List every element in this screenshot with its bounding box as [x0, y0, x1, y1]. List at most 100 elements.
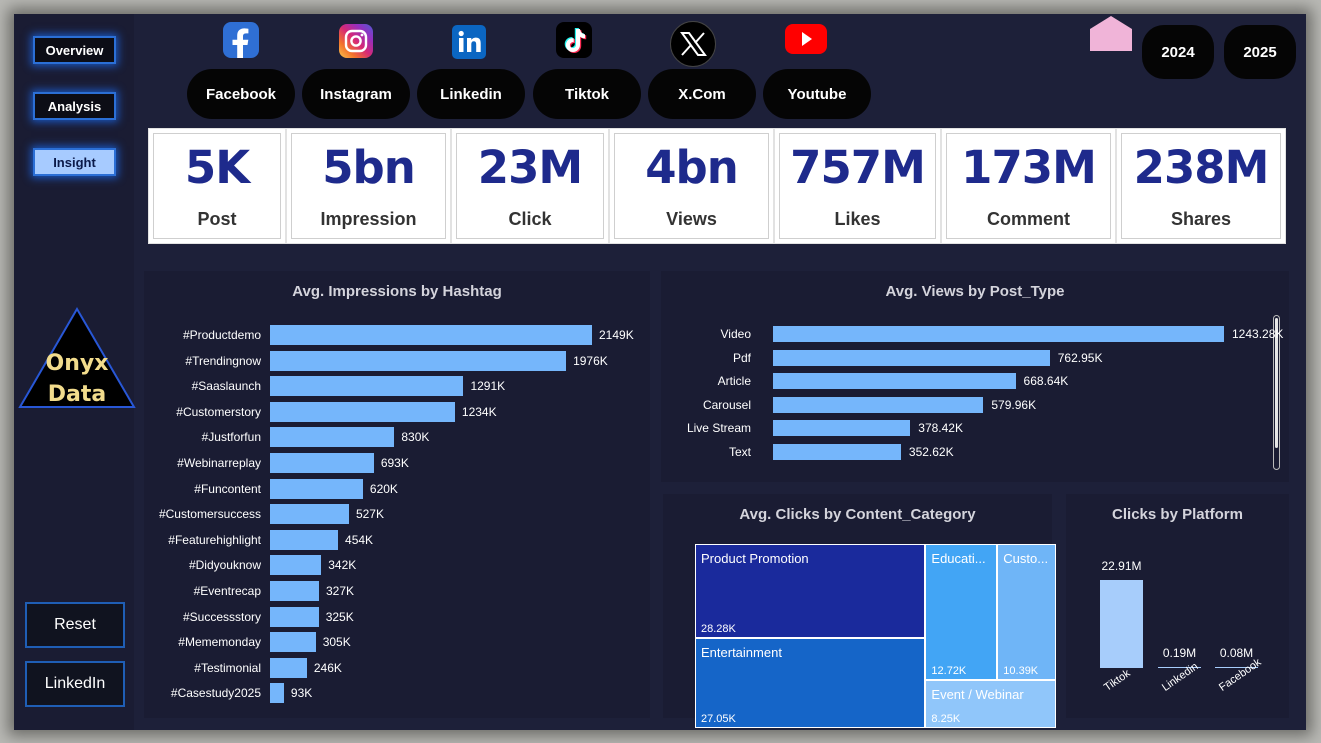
scrollbar[interactable]	[1273, 315, 1280, 470]
kpi-card-post: 5K Post	[148, 128, 286, 244]
hashtag-chart-title: Avg. Impressions by Hashtag	[292, 283, 502, 300]
bar	[1158, 666, 1201, 668]
kpi-value: 173M	[961, 141, 1097, 194]
home-icon[interactable]	[1089, 15, 1133, 51]
treemap-cell-label: Product Promotion	[701, 551, 809, 566]
bar	[773, 443, 901, 460]
treemap-cell-label: Custo...	[1003, 551, 1049, 566]
treemap-cell: Entertainment 27.05K	[695, 638, 926, 728]
bar-value-label: 246K	[313, 660, 342, 675]
bar-category-label: #Customersuccess	[158, 507, 261, 522]
platform-button-instagram[interactable]: Instagram	[302, 69, 410, 119]
treemap-cell-label: Educati...	[931, 551, 986, 566]
bar	[773, 396, 984, 413]
nav-insight-button[interactable]: Insight	[33, 148, 116, 176]
treemap-cell-value: 10.39K	[1003, 664, 1039, 677]
treemap-cell: Event / Webinar 8.25K	[925, 679, 1056, 728]
linkedin-button[interactable]: LinkedIn	[25, 661, 125, 707]
bar-value-label: 579.96K	[991, 397, 1037, 412]
bar-value-label: 327K	[325, 584, 355, 598]
kpi-value: 5bn	[322, 141, 416, 194]
kpi-label: Likes	[834, 209, 881, 229]
bar	[270, 350, 567, 371]
bar-value-label: 830K	[401, 430, 430, 445]
bar-value-label: 0.19M	[1162, 645, 1197, 660]
kpi-label: Impression	[320, 209, 417, 229]
bar	[270, 657, 307, 678]
kpi-value: 238M	[1133, 141, 1270, 194]
bar	[270, 401, 455, 422]
tiktok-icon	[556, 22, 592, 58]
kpi-card-click: 23M Click	[451, 128, 609, 244]
bar-category-label: #Saaslaunch	[191, 379, 261, 394]
year-button-2024[interactable]: 2024	[1142, 25, 1214, 79]
kpi-card-impression: 5bn Impression	[286, 128, 451, 244]
kpi-strip: 5K Post 5bn Impression 23M Click 4bn Vie…	[148, 128, 1286, 262]
kpi-label: Comment	[986, 209, 1070, 229]
bar-value-label: 378.42K	[918, 421, 963, 435]
bar-category-label: Text	[728, 444, 751, 459]
bar	[270, 581, 319, 601]
facebook-icon	[223, 22, 259, 58]
bar-value-label: 93K	[290, 686, 313, 701]
bar	[773, 349, 1050, 366]
kpi-value: 4bn	[645, 141, 739, 194]
bar-value-label: 668.64K	[1023, 374, 1069, 388]
reset-button[interactable]: Reset	[25, 602, 125, 648]
youtube-icon	[785, 24, 827, 54]
bar	[773, 326, 1224, 342]
bar-category-label: #Successstory	[182, 609, 261, 624]
treemap-cell-value: 8.25K	[931, 712, 961, 725]
dashboard-frame: Overview Analysis Insight Onyx Data Rese…	[14, 14, 1306, 730]
bar	[270, 504, 349, 525]
bar-category-label: Carousel	[702, 397, 751, 412]
platform-button-facebook[interactable]: Facebook	[187, 69, 295, 119]
x-icon	[670, 21, 716, 67]
logo-line-2: Data	[47, 382, 107, 407]
treemap-cell: Custo... 10.39K	[997, 544, 1056, 680]
bar-category-label: #Trendingnow	[185, 353, 261, 368]
bar-category-label: Video	[720, 327, 751, 341]
logo-line-1: Onyx	[45, 351, 109, 376]
platform-button-tiktok[interactable]: Tiktok	[533, 69, 641, 119]
kpi-value: 757M	[790, 141, 926, 194]
kpi-label: Click	[508, 209, 552, 229]
bar	[270, 478, 363, 499]
bar	[270, 453, 374, 473]
nav-analysis-button[interactable]: Analysis	[33, 92, 116, 120]
kpi-label: Shares	[1170, 209, 1232, 229]
platform-clicks-chart-title: Clicks by Platform	[1112, 506, 1243, 523]
post-type-chart-panel: Avg. Views by Post_Type Video 1243.28K Pdf…	[661, 271, 1289, 482]
sidebar: Overview Analysis Insight Onyx Data Rese…	[14, 14, 136, 730]
hashtag-chart-panel: Avg. Impressions by Hashtag #Productdemo…	[144, 271, 650, 718]
bar	[270, 529, 339, 550]
platform-button-youtube[interactable]: Youtube	[763, 69, 871, 119]
bar-value-label: 1243.28K	[1232, 327, 1284, 341]
treemap-cell: Product Promotion 28.28K	[695, 544, 926, 639]
kpi-label: Views	[666, 209, 717, 229]
kpi-label: Post	[197, 209, 237, 229]
bar-value-label: 352.62K	[908, 444, 954, 459]
bar-value-label: 305K	[322, 635, 351, 650]
content-category-chart-panel: Avg. Clicks by Content_Category Product …	[663, 494, 1056, 728]
platform-button-linkedin[interactable]: Linkedin	[417, 69, 525, 119]
nav-overview-button[interactable]: Overview	[33, 36, 116, 64]
bar	[270, 325, 592, 345]
kpi-value: 5K	[184, 141, 250, 194]
year-button-2025[interactable]: 2025	[1224, 25, 1296, 79]
instagram-icon	[339, 24, 373, 58]
bar-category-label: #Eventrecap	[193, 584, 261, 598]
bar-value-label: 325K	[325, 609, 354, 624]
treemap-cell-value: 28.28K	[701, 623, 736, 636]
bar-value-label: 693K	[380, 456, 409, 470]
treemap-cell-label: Event / Webinar	[931, 686, 1024, 702]
bar-category-label: #Funcontent	[194, 481, 261, 496]
platform-button-x[interactable]: X.Com	[648, 69, 756, 119]
post-type-chart-title: Avg. Views by Post_Type	[885, 283, 1065, 300]
bar-category-label: #Productdemo	[182, 328, 261, 342]
bar-value-label: 527K	[355, 507, 384, 522]
scrollbar-thumb[interactable]	[1275, 318, 1278, 448]
platform-clicks-chart-panel: Clicks by Platform 22.91M Tiktok 0.19M Link…	[1066, 494, 1289, 718]
bar-value-label: 2149K	[599, 328, 634, 342]
bar-value-label: 620K	[369, 481, 398, 496]
